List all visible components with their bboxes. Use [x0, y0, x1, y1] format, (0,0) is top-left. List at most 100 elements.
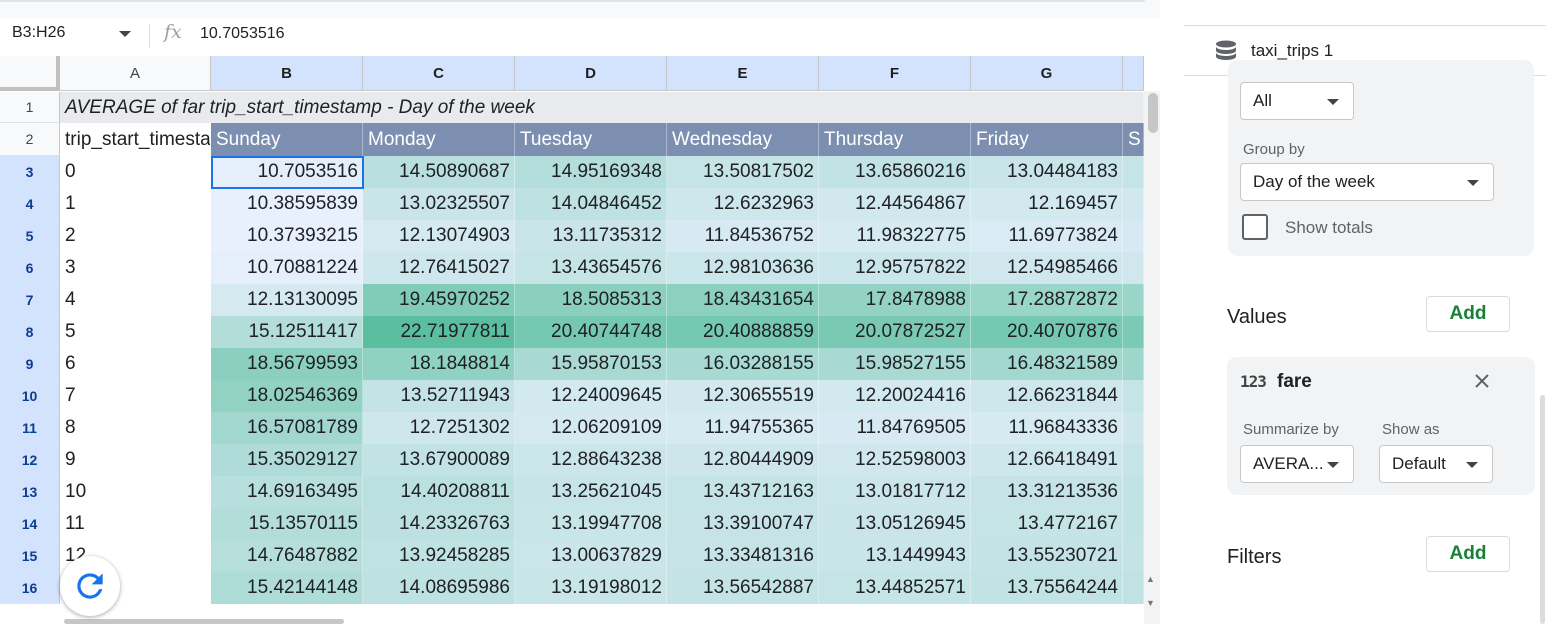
row-label-cell[interactable]: 6 — [60, 348, 211, 380]
select-all-corner[interactable] — [0, 56, 60, 91]
column-field-header-cell[interactable]: Sunday — [211, 123, 363, 156]
table-cell-partial[interactable] — [1123, 348, 1144, 380]
table-cell-partial[interactable] — [1123, 380, 1144, 412]
table-cell[interactable]: 12.7251302 — [363, 412, 515, 444]
table-cell-partial[interactable] — [1123, 188, 1144, 220]
table-cell[interactable]: 13.31213536 — [971, 476, 1123, 508]
table-cell[interactable]: 12.66418491 — [971, 444, 1123, 476]
table-cell[interactable]: 15.42144148 — [211, 572, 363, 604]
table-cell[interactable]: 14.69163495 — [211, 476, 363, 508]
row-label-cell[interactable]: 4 — [60, 284, 211, 316]
table-cell[interactable]: 12.95757822 — [819, 252, 971, 284]
table-cell[interactable]: 15.13570115 — [211, 508, 363, 540]
table-cell-partial[interactable] — [1123, 540, 1144, 572]
table-cell[interactable]: 12.13130095 — [211, 284, 363, 316]
table-cell[interactable]: 12.20024416 — [819, 380, 971, 412]
table-cell[interactable]: 20.40744748 — [515, 316, 667, 348]
column-header-a[interactable]: A — [60, 56, 211, 91]
table-cell[interactable]: 13.4772167 — [971, 508, 1123, 540]
table-cell[interactable]: 12.06209109 — [515, 412, 667, 444]
table-cell-partial[interactable] — [1123, 284, 1144, 316]
vertical-scroll-thumb[interactable] — [1148, 93, 1158, 133]
table-cell[interactable]: 12.169457 — [971, 188, 1123, 220]
table-cell[interactable]: 22.71977811 — [363, 316, 515, 348]
table-cell[interactable]: 13.67900089 — [363, 444, 515, 476]
table-cell[interactable]: 13.04484183 — [971, 156, 1123, 188]
table-cell-partial[interactable] — [1123, 220, 1144, 252]
table-cell[interactable]: 14.04846452 — [515, 188, 667, 220]
table-cell[interactable]: 13.52711943 — [363, 380, 515, 412]
table-cell[interactable]: 11.94755365 — [667, 412, 819, 444]
column-header-b[interactable]: B — [211, 56, 363, 91]
table-cell[interactable]: 13.55230721 — [971, 540, 1123, 572]
column-header-partial[interactable] — [1123, 56, 1144, 91]
horizontal-scroll-thumb[interactable] — [64, 619, 344, 624]
table-cell[interactable]: 11.69773824 — [971, 220, 1123, 252]
table-cell[interactable]: 10.37393215 — [211, 220, 363, 252]
table-cell[interactable]: 13.19947708 — [515, 508, 667, 540]
name-box-dropdown-icon[interactable] — [119, 31, 131, 37]
vertical-scrollbar[interactable] — [1144, 91, 1160, 624]
close-icon[interactable] — [1474, 373, 1490, 389]
table-cell[interactable]: 12.54985466 — [971, 252, 1123, 284]
row-header[interactable]: 5 — [0, 220, 60, 252]
table-cell[interactable]: 13.11735312 — [515, 220, 667, 252]
table-cell-partial[interactable] — [1123, 316, 1144, 348]
table-cell[interactable]: 10.70881224 — [211, 252, 363, 284]
table-cell[interactable]: 18.02546369 — [211, 380, 363, 412]
table-cell[interactable]: 11.84769505 — [819, 412, 971, 444]
row-header[interactable]: 6 — [0, 252, 60, 284]
table-cell[interactable]: 20.40707876 — [971, 316, 1123, 348]
table-cell[interactable]: 19.45970252 — [363, 284, 515, 316]
column-header-c[interactable]: C — [363, 56, 515, 91]
pivot-title-cell[interactable]: AVERAGE of far trip_start_timestamp - Da… — [60, 92, 1144, 123]
table-cell[interactable]: 16.57081789 — [211, 412, 363, 444]
row-header[interactable]: 16 — [0, 572, 60, 604]
row-header[interactable]: 8 — [0, 316, 60, 348]
table-cell[interactable]: 13.75564244 — [971, 572, 1123, 604]
table-cell[interactable]: 10.7053516 — [211, 156, 363, 188]
table-cell[interactable]: 16.48321589 — [971, 348, 1123, 380]
panel-scrollbar[interactable] — [1540, 395, 1545, 624]
table-cell[interactable]: 13.33481316 — [667, 540, 819, 572]
table-cell[interactable]: 14.76487882 — [211, 540, 363, 572]
table-cell[interactable]: 12.6232963 — [667, 188, 819, 220]
row-header[interactable]: 15 — [0, 540, 60, 572]
table-cell[interactable]: 12.13074903 — [363, 220, 515, 252]
table-cell[interactable]: 15.12511417 — [211, 316, 363, 348]
row-header[interactable]: 11 — [0, 412, 60, 444]
row-label-cell[interactable]: 9 — [60, 444, 211, 476]
table-cell[interactable]: 11.98322775 — [819, 220, 971, 252]
show-as-dropdown[interactable]: Default — [1379, 445, 1493, 483]
formula-input[interactable]: 10.7053516 — [200, 25, 285, 42]
row-label-cell[interactable]: 0 — [60, 156, 211, 188]
column-header-d[interactable]: D — [515, 56, 667, 91]
row-header[interactable]: 2 — [0, 123, 60, 156]
column-field-header-cell[interactable]: Thursday — [819, 123, 971, 156]
row-label-cell[interactable]: 1 — [60, 188, 211, 220]
table-cell[interactable]: 12.52598003 — [819, 444, 971, 476]
table-cell[interactable]: 12.80444909 — [667, 444, 819, 476]
table-cell[interactable]: 13.01817712 — [819, 476, 971, 508]
row-header[interactable]: 9 — [0, 348, 60, 380]
table-cell-partial[interactable] — [1123, 476, 1144, 508]
table-cell[interactable]: 13.00637829 — [515, 540, 667, 572]
table-cell[interactable]: 13.25621045 — [515, 476, 667, 508]
table-cell[interactable]: 14.08695986 — [363, 572, 515, 604]
row-header[interactable]: 14 — [0, 508, 60, 540]
table-cell[interactable]: 12.24009645 — [515, 380, 667, 412]
table-cell-partial[interactable] — [1123, 252, 1144, 284]
row-header[interactable]: 10 — [0, 380, 60, 412]
row-header[interactable]: 4 — [0, 188, 60, 220]
table-cell[interactable]: 13.43654576 — [515, 252, 667, 284]
row-field-header-cell[interactable]: trip_start_timesta — [60, 123, 211, 156]
table-cell-partial[interactable] — [1123, 508, 1144, 540]
table-cell[interactable]: 13.92458285 — [363, 540, 515, 572]
row-label-cell[interactable]: 11 — [60, 508, 211, 540]
scroll-up-icon[interactable]: ▲ — [1146, 574, 1155, 584]
table-cell[interactable]: 13.05126945 — [819, 508, 971, 540]
column-field-header-cell[interactable]: Monday — [363, 123, 515, 156]
table-cell[interactable]: 12.76415027 — [363, 252, 515, 284]
row-label-cell[interactable]: 7 — [60, 380, 211, 412]
summarize-by-dropdown[interactable]: AVERA... — [1240, 445, 1354, 483]
